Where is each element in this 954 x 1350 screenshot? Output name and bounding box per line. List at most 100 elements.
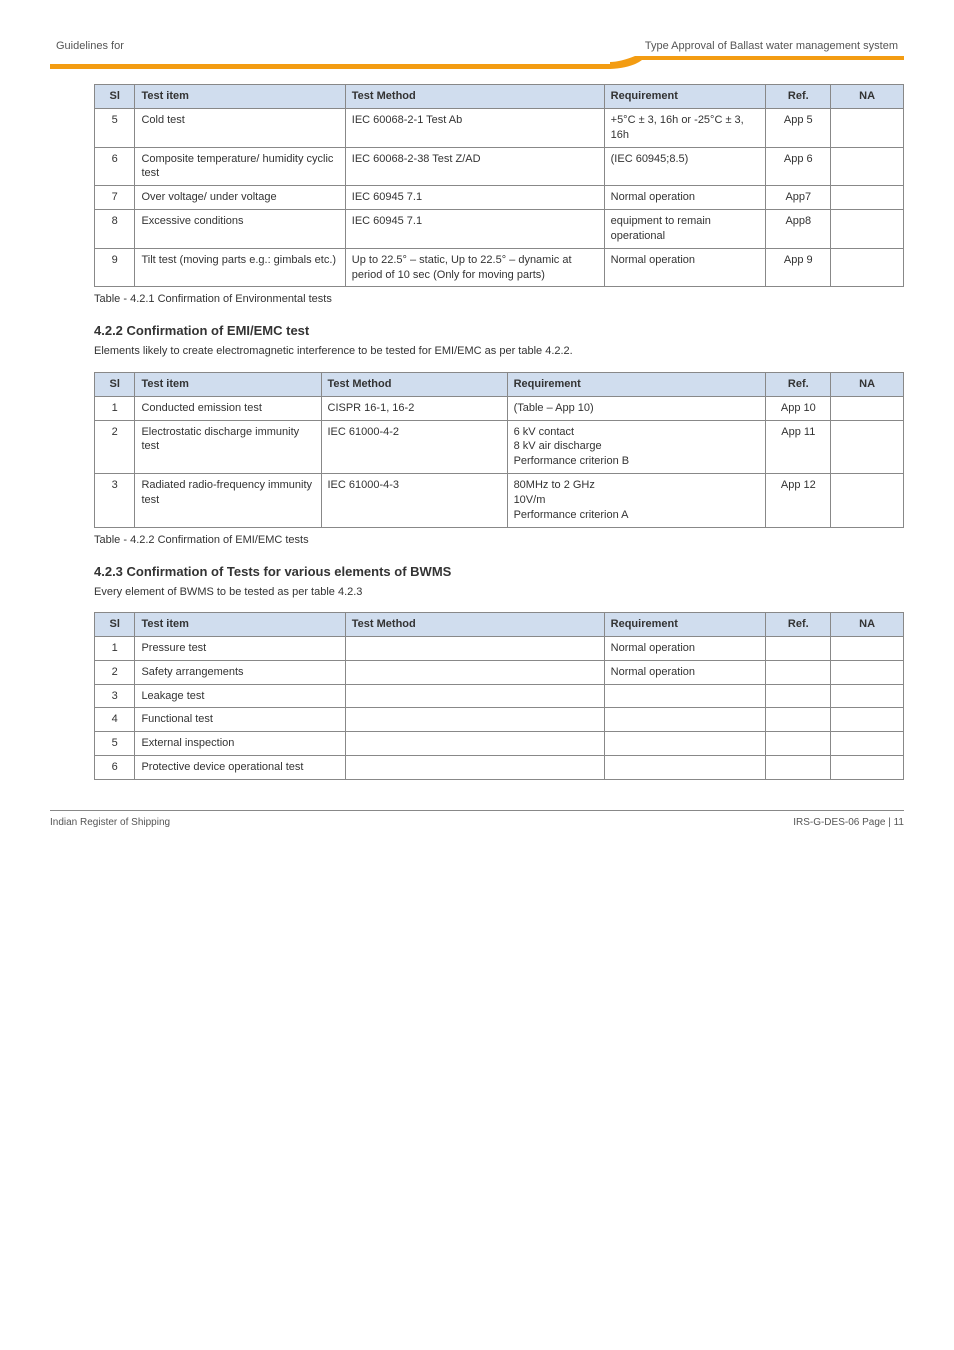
cell-ref: App8 bbox=[766, 210, 831, 249]
table2-caption: Table - 4.2.2 Confirmation of EMI/EMC te… bbox=[50, 534, 904, 546]
footer-right: IRS-G-DES-06 Page | 11 bbox=[793, 817, 904, 828]
th-method: Test Method bbox=[345, 612, 604, 636]
cell-item: Over voltage/ under voltage bbox=[135, 186, 345, 210]
doc-title-right: Type Approval of Ballast water managemen… bbox=[645, 40, 898, 52]
cell-na bbox=[831, 186, 904, 210]
cell-sl: 1 bbox=[95, 636, 135, 660]
cell-na bbox=[831, 210, 904, 249]
th-ref: Ref. bbox=[766, 85, 831, 109]
cell-ref bbox=[766, 708, 831, 732]
table-row: 7Over voltage/ under voltageIEC 60945 7.… bbox=[95, 186, 904, 210]
cell-ref: App7 bbox=[766, 186, 831, 210]
cell-ref bbox=[766, 732, 831, 756]
cell-na bbox=[831, 420, 904, 474]
cell-ref: App 11 bbox=[766, 420, 831, 474]
cell-sl: 4 bbox=[95, 708, 135, 732]
cell-method: IEC 61000-4-2 bbox=[321, 420, 507, 474]
table-row: 9Tilt test (moving parts e.g.: gimbals e… bbox=[95, 248, 904, 287]
cell-method: IEC 61000-4-3 bbox=[321, 474, 507, 528]
cell-item: Electrostatic discharge immunity test bbox=[135, 420, 321, 474]
table-row: 1Pressure test Normal operation bbox=[95, 636, 904, 660]
table-row: 5Cold testIEC 60068-2-1 Test Ab+5°C ± 3,… bbox=[95, 108, 904, 147]
th-req: Requirement bbox=[604, 85, 766, 109]
th-sl: Sl bbox=[95, 612, 135, 636]
cell-sl: 3 bbox=[95, 474, 135, 528]
cell-req: +5°C ± 3, 16h or -25°C ± 3, 16h bbox=[604, 108, 766, 147]
cell-ref: App 5 bbox=[766, 108, 831, 147]
doc-title-left: Guidelines for bbox=[56, 40, 124, 52]
cell-item: Functional test bbox=[135, 708, 345, 732]
cell-na bbox=[831, 660, 904, 684]
cell-ref bbox=[766, 756, 831, 780]
cell-method bbox=[345, 636, 604, 660]
cell-na bbox=[831, 147, 904, 186]
cell-item: Conducted emission test bbox=[135, 396, 321, 420]
cell-item: Pressure test bbox=[135, 636, 345, 660]
th-item: Test item bbox=[135, 85, 345, 109]
cell-method: Up to 22.5° – static, Up to 22.5° – dyna… bbox=[345, 248, 604, 287]
th-sl: Sl bbox=[95, 372, 135, 396]
cell-na bbox=[831, 108, 904, 147]
table-row: 5External inspection bbox=[95, 732, 904, 756]
cell-sl: 2 bbox=[95, 420, 135, 474]
cell-method bbox=[345, 732, 604, 756]
cell-method bbox=[345, 708, 604, 732]
th-sl: Sl bbox=[95, 85, 135, 109]
table-row: 2Electrostatic discharge immunity testIE… bbox=[95, 420, 904, 474]
cell-method: IEC 60945 7.1 bbox=[345, 186, 604, 210]
cell-item: Cold test bbox=[135, 108, 345, 147]
cell-na bbox=[831, 732, 904, 756]
cell-na bbox=[831, 248, 904, 287]
th-na: NA bbox=[831, 612, 904, 636]
cell-req bbox=[604, 732, 766, 756]
th-na: NA bbox=[831, 85, 904, 109]
cell-item: Leakage test bbox=[135, 684, 345, 708]
cell-sl: 3 bbox=[95, 684, 135, 708]
cell-req: Normal operation bbox=[604, 248, 766, 287]
cell-req bbox=[604, 708, 766, 732]
cell-method: IEC 60945 7.1 bbox=[345, 210, 604, 249]
cell-na bbox=[831, 636, 904, 660]
section-elements-heading: 4.2.3 Confirmation of Tests for various … bbox=[50, 564, 904, 579]
table-row: 8Excessive conditionsIEC 60945 7.1equipm… bbox=[95, 210, 904, 249]
cell-ref: App 9 bbox=[766, 248, 831, 287]
th-req: Requirement bbox=[604, 612, 766, 636]
cell-method bbox=[345, 684, 604, 708]
th-req: Requirement bbox=[507, 372, 766, 396]
table-row: 6Composite temperature/ humidity cyclic … bbox=[95, 147, 904, 186]
cell-item: Safety arrangements bbox=[135, 660, 345, 684]
cell-sl: 5 bbox=[95, 732, 135, 756]
cell-sl: 8 bbox=[95, 210, 135, 249]
th-method: Test Method bbox=[321, 372, 507, 396]
table-row: 3Radiated radio-frequency immunity testI… bbox=[95, 474, 904, 528]
cell-req: (Table – App 10) bbox=[507, 396, 766, 420]
cell-ref: App 6 bbox=[766, 147, 831, 186]
cell-req bbox=[604, 756, 766, 780]
cell-method: CISPR 16-1, 16-2 bbox=[321, 396, 507, 420]
cell-sl: 7 bbox=[95, 186, 135, 210]
cell-method: IEC 60068-2-38 Test Z/AD bbox=[345, 147, 604, 186]
th-item: Test item bbox=[135, 372, 321, 396]
table-row: 2Safety arrangementsNormal operation bbox=[95, 660, 904, 684]
env-tests-table: Sl Test item Test Method Requirement Ref… bbox=[94, 84, 904, 287]
cell-sl: 9 bbox=[95, 248, 135, 287]
header-accent-bar bbox=[50, 56, 904, 76]
cell-item: Radiated radio-frequency immunity test bbox=[135, 474, 321, 528]
section-emi-text: Elements likely to create electromagneti… bbox=[50, 344, 904, 359]
cell-method bbox=[345, 756, 604, 780]
th-ref: Ref. bbox=[766, 612, 831, 636]
cell-ref bbox=[766, 636, 831, 660]
footer-left: Indian Register of Shipping bbox=[50, 817, 170, 828]
cell-na bbox=[831, 396, 904, 420]
cell-ref bbox=[766, 684, 831, 708]
cell-req: Normal operation bbox=[604, 636, 766, 660]
th-item: Test item bbox=[135, 612, 345, 636]
section-emi-heading: 4.2.2 Confirmation of EMI/EMC test bbox=[50, 323, 904, 338]
cell-sl: 2 bbox=[95, 660, 135, 684]
cell-req: (IEC 60945;8.5) bbox=[604, 147, 766, 186]
th-na: NA bbox=[831, 372, 904, 396]
cell-item: Protective device operational test bbox=[135, 756, 345, 780]
cell-sl: 5 bbox=[95, 108, 135, 147]
table-row: 6Protective device operational test bbox=[95, 756, 904, 780]
table-row: 1Conducted emission testCISPR 16-1, 16-2… bbox=[95, 396, 904, 420]
